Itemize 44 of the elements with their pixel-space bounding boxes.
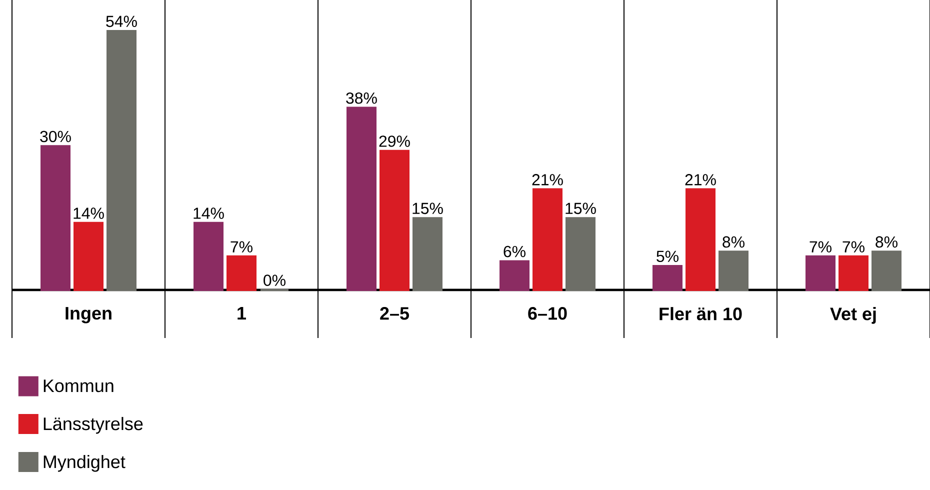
bar [718, 250, 749, 291]
data-label: 29% [379, 136, 410, 147]
data-label: 7% [842, 241, 864, 252]
bar [806, 255, 836, 291]
legend-label: Länsstyrelse [44, 416, 143, 434]
data-label: 7% [810, 241, 832, 252]
data-label: 30% [40, 130, 71, 142]
data-label: 15% [566, 202, 596, 214]
data-label: 21% [532, 174, 563, 186]
bar [500, 260, 530, 291]
legend-label: Kommun [44, 380, 114, 392]
bar [40, 145, 71, 291]
bar [838, 255, 869, 291]
bar [566, 217, 596, 291]
data-label: 14% [194, 208, 224, 219]
data-label: 5% [656, 250, 678, 262]
bar [346, 106, 377, 291]
data-label: 21% [685, 174, 716, 186]
bar [194, 222, 224, 291]
bar [74, 222, 104, 291]
bar [412, 217, 443, 291]
bar [686, 188, 716, 291]
data-label: 14% [74, 208, 104, 219]
data-label: 8% [876, 236, 898, 248]
data-label: 38% [346, 92, 377, 104]
x-tick-label: 6–10 [528, 307, 567, 320]
bar [872, 250, 902, 291]
data-label: 15% [412, 202, 443, 214]
x-tick-label: Ingen [66, 307, 112, 324]
bar [226, 255, 257, 291]
data-label: 6% [504, 246, 526, 258]
x-tick-label: 1 [238, 307, 246, 320]
bar [532, 188, 563, 291]
bar [106, 30, 137, 291]
bar [380, 150, 410, 291]
x-tick-label: 2–5 [380, 307, 410, 320]
data-label: 7% [230, 241, 252, 252]
legend-label: Myndighet [44, 455, 126, 472]
data-label: 54% [106, 16, 137, 28]
data-label: 0% [264, 274, 286, 286]
x-tick-label: Fler än 10 [660, 307, 742, 320]
bar [652, 265, 683, 291]
x-tick-label: Vet ej [830, 307, 876, 324]
data-label: 8% [722, 236, 744, 248]
